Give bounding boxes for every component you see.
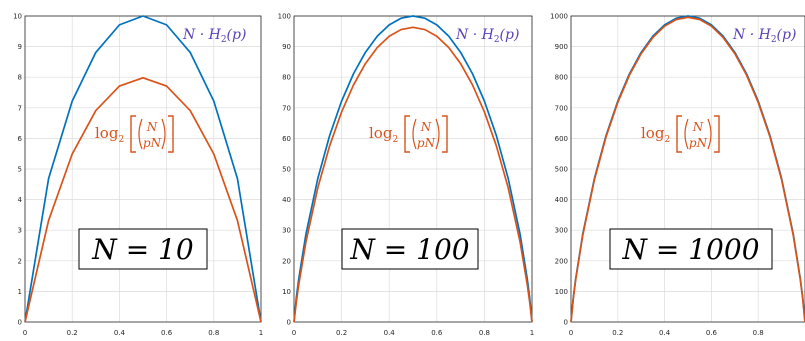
y-tick-label: 200 <box>555 257 568 265</box>
y-tick-label: 10 <box>13 13 22 21</box>
svg-text:log2: log2 <box>369 124 398 145</box>
y-tick-label: 800 <box>555 74 568 82</box>
label-entropy: N · H2(p) <box>732 27 796 45</box>
n-label-box <box>78 228 208 270</box>
svg-text:N: N <box>420 120 432 134</box>
y-tick-label: 80 <box>282 74 291 82</box>
y-tick-label: 1000 <box>550 13 568 21</box>
y-tick-label: 8 <box>18 74 22 82</box>
y-tick-label: 700 <box>555 104 568 112</box>
label-entropy: N · H2(p) <box>455 27 519 45</box>
y-tick-label: 900 <box>555 43 568 51</box>
y-tick-label: 2 <box>18 257 22 265</box>
y-tick-label: 40 <box>282 196 291 204</box>
chart-panel-100: 0 10 20 30 40 50 60 70 80 90 100 0 0.2 0.4 0.6 0.8 1 N · … <box>278 13 535 338</box>
svg-text:N: N <box>692 120 704 134</box>
x-tick-label: 0 <box>569 329 573 337</box>
series-log-binomial-line <box>293 26 533 323</box>
n-label: N = 1000 <box>621 233 759 266</box>
n-label-box <box>609 228 773 270</box>
y-tick-label: 100 <box>278 13 291 21</box>
x-tick-label: 0 <box>23 329 27 337</box>
y-tick-label: 90 <box>282 43 291 51</box>
y-tick-label: 60 <box>282 135 291 143</box>
x-tick-label: 0.4 <box>659 329 671 337</box>
chart-panel-10: 0 1 2 3 4 5 6 7 8 9 10 0 0.2 0.4 0.6 0.8 1 N · H2(p) log2 N… <box>13 13 263 338</box>
svg-text:pN: pN <box>143 136 162 150</box>
series-entropy-line <box>24 15 262 323</box>
svg-text:N: N <box>146 120 158 134</box>
x-tick-label: 0.4 <box>384 329 396 337</box>
x-tick-label: 1 <box>259 329 263 337</box>
n-label: N = 10 <box>91 233 193 266</box>
y-tick-label: 400 <box>555 196 568 204</box>
svg-text:log2: log2 <box>641 124 670 145</box>
x-tick-label: 0.8 <box>208 329 219 337</box>
series-entropy-line <box>293 15 533 323</box>
y-tick-label: 9 <box>18 43 22 51</box>
y-tick-label: 6 <box>18 135 23 143</box>
x-tick-label: 0.2 <box>67 329 78 337</box>
series-log-binomial-line <box>570 16 805 323</box>
svg-text:log2: log2 <box>95 124 124 145</box>
series-log-binomial-line <box>24 76 262 323</box>
svg-text:pN: pN <box>689 136 708 150</box>
y-tick-label: 100 <box>555 288 568 296</box>
y-tick-label: 7 <box>18 104 22 112</box>
y-tick-label: 3 <box>18 227 22 235</box>
x-tick-label: 1 <box>530 329 534 337</box>
label-log-binomial: log2 NpN <box>641 115 720 153</box>
y-tick-label: 600 <box>555 135 568 143</box>
y-tick-label: 30 <box>282 227 291 235</box>
y-tick-label: 300 <box>555 227 568 235</box>
n-label-box <box>341 228 479 270</box>
x-tick-label: 0.8 <box>753 329 764 337</box>
y-tick-label: 10 <box>282 288 291 296</box>
y-tick-label: 500 <box>555 166 568 174</box>
x-tick-label: 0.6 <box>161 329 173 337</box>
svg-text:pN: pN <box>417 136 436 150</box>
x-tick-label: 0.8 <box>479 329 490 337</box>
label-log-binomial: log2 NpN <box>369 115 448 153</box>
x-tick-label: 0.2 <box>612 329 623 337</box>
y-tick-label: 70 <box>282 104 291 112</box>
y-tick-label: 0 <box>564 319 568 327</box>
x-tick-label: 0.6 <box>431 329 443 337</box>
x-tick-label: 0 <box>292 329 296 337</box>
x-tick-label: 0.6 <box>706 329 718 337</box>
y-tick-label: 20 <box>282 257 291 265</box>
y-tick-label: 0 <box>287 319 291 327</box>
x-tick-label: 0.4 <box>114 329 126 337</box>
x-tick-label: 0.2 <box>336 329 347 337</box>
label-log-binomial: log2 NpN <box>95 115 174 153</box>
y-tick-label: 50 <box>282 166 291 174</box>
y-tick-label: 0 <box>18 319 22 327</box>
y-tick-label: 4 <box>18 196 23 204</box>
y-tick-label: 1 <box>18 288 22 296</box>
chart-panel-1000: 0 100 200 300 400 500 600 700 800 900 1000 0 0.2 0.4 0… <box>550 13 805 337</box>
n-label: N = 100 <box>349 233 469 266</box>
y-tick-label: 5 <box>18 166 22 174</box>
label-entropy: N · H2(p) <box>182 27 246 45</box>
